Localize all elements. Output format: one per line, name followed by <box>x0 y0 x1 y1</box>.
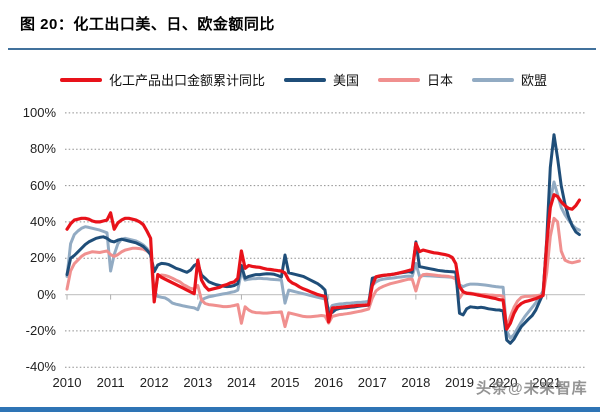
legend-item-usa: 美国 <box>284 70 359 89</box>
y-axis-label: 0% <box>37 286 56 302</box>
legend-swatch <box>284 77 327 82</box>
legend-item-japan: 日本 <box>378 70 453 89</box>
legend-label: 日本 <box>427 73 454 88</box>
x-axis-label: 2011 <box>96 375 125 390</box>
figure-title: 图 20：化工出口美、日、欧金额同比 <box>20 16 275 33</box>
x-axis-label: 2015 <box>270 375 300 390</box>
legend-label: 化工产品出口金额累计同比 <box>109 73 266 88</box>
x-axis-label: 2017 <box>357 375 387 390</box>
legend: 化工产品出口金额累计同比 美国 日本 欧盟 <box>60 70 547 89</box>
y-axis-label: 40% <box>29 213 56 229</box>
x-axis-label: 2014 <box>226 375 256 390</box>
legend-swatch <box>378 77 421 82</box>
x-axis-label: 2019 <box>445 375 474 390</box>
series-line-chemical-export-cumulative-yoy <box>65 193 582 331</box>
x-axis-label: 2012 <box>139 375 169 390</box>
x-axis-label: 2010 <box>52 375 82 390</box>
legend-swatch <box>472 77 515 82</box>
legend-label: 美国 <box>333 73 360 88</box>
legend-item-chemical-export-cumulative-yoy: 化工产品出口金额累计同比 <box>60 70 265 89</box>
x-axis-label: 2018 <box>401 375 431 390</box>
x-axis-label: 2021 <box>532 375 562 390</box>
x-axis-label: 2020 <box>488 375 518 390</box>
y-axis-label: 80% <box>29 141 56 157</box>
series-line-usa <box>65 133 581 345</box>
y-axis-label: -40% <box>25 359 56 375</box>
legend-item-eu: 欧盟 <box>472 70 547 89</box>
y-axis-label: 100% <box>22 104 56 120</box>
bottom-bar <box>0 407 600 412</box>
watermark: 头条@未来智库 <box>476 380 588 397</box>
y-axis-label: 20% <box>29 250 56 266</box>
x-axis-label: 2016 <box>314 375 344 390</box>
y-axis-label: -20% <box>25 322 56 338</box>
title-separator <box>8 48 596 50</box>
y-axis-label: 60% <box>29 177 56 193</box>
legend-label: 欧盟 <box>521 73 548 88</box>
legend-swatch <box>60 77 102 82</box>
x-axis-label: 2013 <box>183 375 213 390</box>
